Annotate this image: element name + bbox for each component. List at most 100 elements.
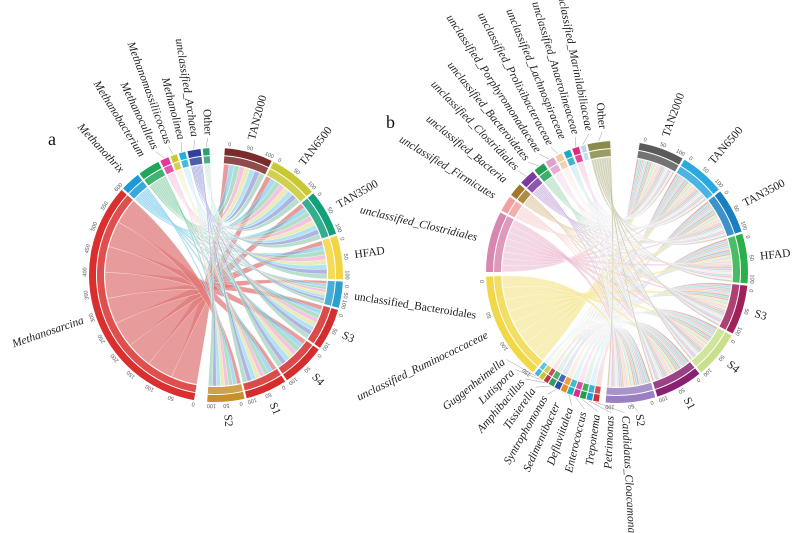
taxon-label: Other [200, 109, 214, 136]
tick-label: 50 [326, 207, 334, 215]
taxon-arc [178, 151, 187, 161]
sample-arc [638, 142, 683, 165]
taxon-arc [563, 149, 573, 159]
taxon-inner-band [494, 216, 514, 272]
ribbon [606, 157, 614, 387]
sample-label: S1 [681, 396, 697, 413]
axis-tick-label: 150 [126, 369, 137, 380]
ribbon [208, 163, 214, 387]
taxon-inner-band [163, 164, 175, 175]
axis-tick-label: 50 [486, 311, 494, 319]
sample-label: S4 [309, 371, 326, 388]
taxon-inner-band [144, 168, 166, 186]
label-leader-line [525, 378, 546, 383]
sample-arc [605, 390, 656, 403]
tick-label: 100 [320, 341, 330, 352]
axis-tick-label: 550 [100, 201, 110, 212]
tick-label: 0 [687, 156, 693, 163]
taxon-arc [501, 196, 516, 214]
sample-arc [283, 345, 319, 381]
label-leader-line [546, 389, 557, 395]
sample-inner-band [691, 328, 725, 367]
ribbon [541, 183, 623, 388]
label-leader-line [155, 151, 165, 159]
taxon-inner-band [494, 276, 543, 367]
taxon-inner-band [574, 154, 584, 163]
tick-label: 100 [344, 270, 350, 279]
taxon-inner-band [594, 386, 601, 394]
tick-label: 100 [207, 402, 216, 408]
axis-tick-label: 300 [88, 312, 97, 323]
taxon-inner-band [517, 189, 531, 204]
taxon-arc [202, 148, 210, 156]
ribbon [201, 164, 217, 387]
tick-label: 0 [316, 192, 323, 198]
tick-label: 50 [342, 253, 349, 260]
ribbon [173, 171, 229, 386]
axis-tick-label: 500 [90, 221, 99, 232]
taxon-inner-band [189, 156, 203, 166]
taxon-inner-band [203, 156, 211, 164]
taxon-inner-band [575, 381, 584, 390]
ribbon [511, 219, 629, 387]
sample-inner-band [322, 238, 336, 280]
tick-label: 100 [247, 396, 257, 404]
ribbon [145, 187, 238, 385]
sample-label: HFAD [354, 245, 386, 261]
sample-inner-band [652, 362, 695, 389]
tick-label: 100 [733, 326, 742, 337]
label-leader-line [506, 359, 536, 377]
taxon-arc [521, 171, 538, 188]
taxon-inner-band [583, 152, 589, 161]
sample-label: TAN2000 [660, 91, 687, 138]
taxon-arc [580, 144, 588, 153]
label-leader-line [180, 142, 183, 152]
taxon-arc [586, 392, 594, 401]
axis-tick-label: 50 [167, 394, 175, 402]
taxon-arc [89, 190, 196, 401]
tick-label: 100 [306, 181, 317, 192]
chord-diagram-b: b TAN2000 TAN6500 TAN3500 HFAD S3 S4 S1 S2Candid… [355, 0, 791, 533]
taxon-arc [160, 157, 172, 168]
ribbon [521, 205, 627, 387]
sample-label: S2 [221, 414, 234, 427]
sample-label: S2 [633, 413, 647, 427]
tick-label: 0 [650, 399, 655, 406]
sample-inner-band [207, 384, 243, 394]
sample-label: TAN3500 [335, 178, 381, 211]
ribbon [588, 160, 613, 387]
tick-label: 0 [239, 400, 243, 406]
axis-tick-label: 450 [84, 244, 92, 254]
sample-inner-band [637, 150, 679, 172]
sample-label: S4 [725, 359, 742, 376]
label-leader-line [595, 402, 625, 414]
ribbon [163, 175, 234, 386]
ribbon [180, 169, 225, 387]
tick-label: 100 [287, 375, 298, 385]
sample-label: S3 [340, 330, 356, 346]
axis-tick-label: 100 [500, 340, 510, 351]
axis-tick-label: 250 [97, 333, 107, 344]
tick-label: 0 [338, 237, 345, 242]
taxon-inner-band [548, 368, 556, 377]
ribbon [574, 164, 615, 388]
taxon-arc [486, 276, 538, 373]
sample-label: TAN6500 [297, 125, 335, 169]
sample-arc [714, 191, 742, 234]
tick-label: 0 [228, 142, 232, 148]
tick-label: 50 [748, 255, 755, 262]
tick-label: 0 [729, 338, 736, 344]
sample-arc [330, 235, 344, 280]
ribbon [582, 161, 614, 388]
taxon-inner-band [96, 195, 197, 393]
axis-tick-label: 200 [110, 352, 120, 363]
tick-label: 100 [605, 403, 614, 409]
taxon-arc [486, 212, 507, 272]
taxon-inner-band [564, 376, 572, 386]
tick-label: 50 [717, 353, 726, 362]
label-leader-line [588, 400, 612, 414]
taxon-inner-band [566, 157, 576, 167]
ribbon [551, 176, 621, 388]
tick-label: 0 [723, 190, 730, 196]
taxon-arc [593, 393, 600, 402]
